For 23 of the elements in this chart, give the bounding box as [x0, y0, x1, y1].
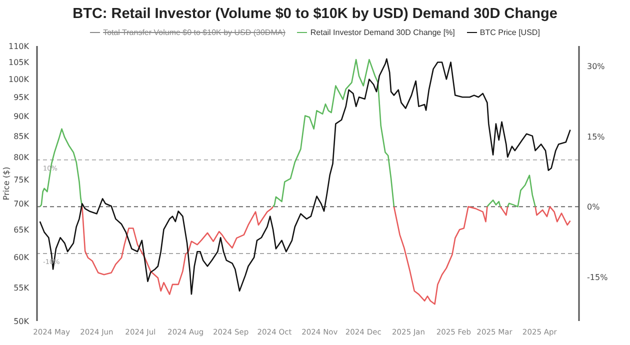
y2-tick-label: -15% — [587, 272, 608, 282]
y-tick-label: 95K — [14, 92, 30, 102]
chart-title: BTC: Retail Investor (Volume $0 to $10K by USD) Demand 30D Change — [72, 6, 558, 22]
y2-tick-label: 0% — [587, 202, 600, 212]
y-tick-label: 105K — [8, 58, 30, 68]
y-tick-label: 65K — [14, 225, 30, 234]
y-tick-label: 100K — [8, 75, 30, 84]
y-tick-label: 50K — [14, 316, 30, 326]
y-tick-label: 55K — [14, 284, 30, 293]
y2-tick-label: 15% — [587, 132, 606, 142]
legend-label: Retail Investor Demand 30D Change [%] — [310, 28, 455, 37]
y2-tick-label: 30% — [587, 62, 606, 71]
y-tick-label: 90K — [14, 112, 30, 121]
legend-label: BTC Price [USD] — [480, 28, 540, 37]
y-axis-title: Price ($) — [2, 166, 11, 200]
y-tick-label: 85K — [14, 132, 30, 141]
y-tick-label: 80K — [14, 152, 30, 162]
y-tick-label: 70K — [14, 199, 30, 208]
y-tick-label: 110K — [8, 42, 30, 51]
line-series — [39, 58, 571, 295]
legend-label: Total Transfer Volume $0 to $10K by USD (30DMA) — [103, 28, 286, 37]
y-tick-label: 75K — [14, 175, 30, 184]
y-tick-label: 60K — [14, 253, 30, 262]
